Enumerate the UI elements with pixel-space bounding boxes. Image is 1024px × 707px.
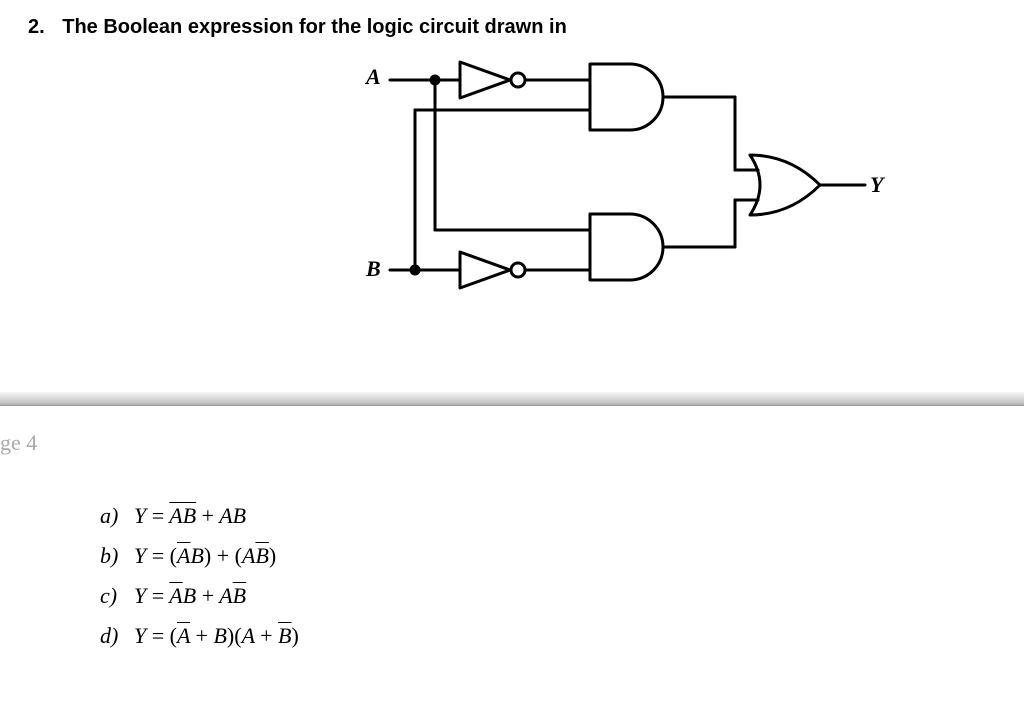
input-label-a: A: [366, 64, 381, 90]
question-number: 2.: [28, 16, 45, 39]
option-c: c) Y = AB + AB: [100, 583, 299, 609]
output-label-y: Y: [870, 172, 883, 198]
option-b: b) Y = (AB) + (AB): [100, 543, 299, 569]
input-label-b: B: [366, 256, 381, 282]
page-number-note: ge 4: [0, 430, 37, 456]
page-divider: [0, 392, 1024, 406]
option-expression: Y = (AB) + (AB): [134, 543, 276, 569]
option-letter: a): [100, 503, 134, 529]
option-expression: Y = AB + AB: [134, 503, 246, 529]
circuit-svg: [340, 62, 920, 322]
option-expression: Y = AB + AB: [134, 583, 246, 609]
option-expression: Y = (A + B)(A + B): [134, 623, 299, 649]
question-stem: 2. The Boolean expression for the logic …: [28, 16, 567, 39]
logic-circuit-diagram: A B Y: [340, 62, 920, 322]
option-letter: b): [100, 543, 134, 569]
question-text: The Boolean expression for the logic cir…: [62, 16, 567, 38]
option-letter: d): [100, 623, 134, 649]
option-d: d) Y = (A + B)(A + B): [100, 623, 299, 649]
option-letter: c): [100, 583, 134, 609]
option-a: a) Y = AB + AB: [100, 503, 299, 529]
answer-options: a) Y = AB + AB b) Y = (AB) + (AB) c) Y =…: [100, 495, 299, 663]
